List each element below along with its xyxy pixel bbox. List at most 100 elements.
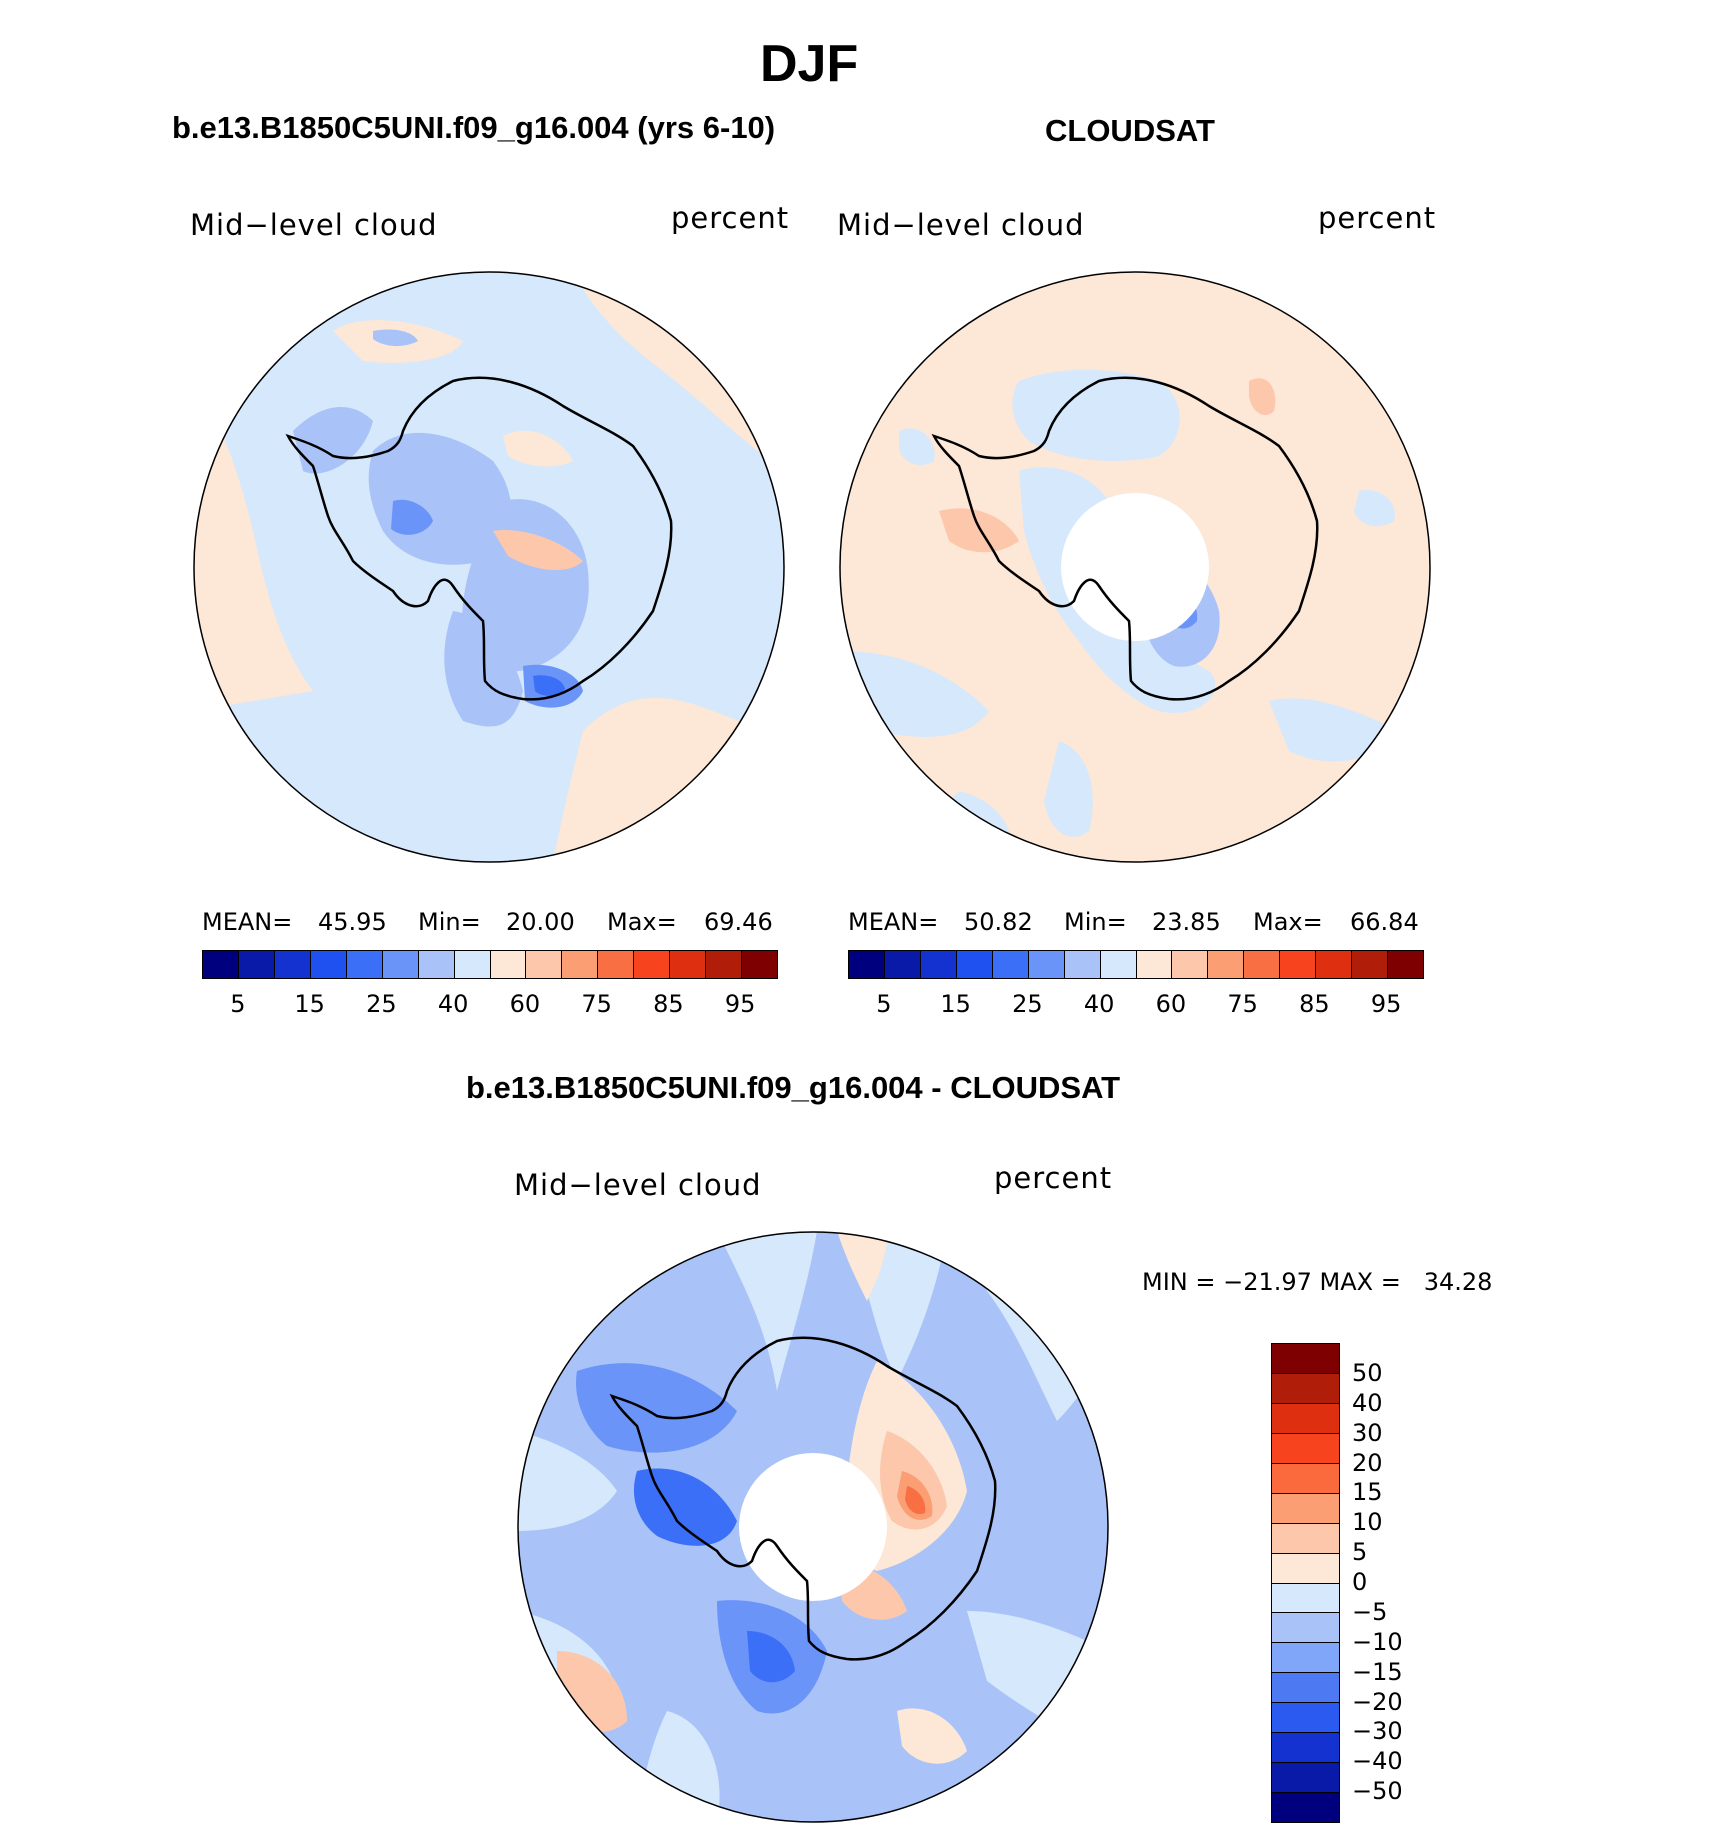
colorbar-swatch — [382, 951, 419, 978]
obs-min-value: 23.85 — [1152, 908, 1221, 936]
colorbar-tick-label: 5 — [1352, 1538, 1368, 1567]
obs-panel-header: CLOUDSAT — [1045, 113, 1215, 148]
colorbar-swatch — [418, 951, 455, 978]
obs-mean-label: MEAN= — [848, 908, 939, 936]
diff-polar-map — [517, 1231, 1109, 1823]
colorbar-tick-label: 85 — [1299, 990, 1330, 1018]
colorbar-swatch — [1316, 951, 1353, 978]
diff-colorbar — [1271, 1343, 1340, 1823]
colorbar-swatch — [1244, 951, 1281, 978]
model-right-label: percent — [671, 201, 790, 235]
colorbar-swatch — [1272, 1403, 1339, 1434]
colorbar-tick-label: −5 — [1352, 1597, 1388, 1626]
colorbar-swatch — [849, 951, 885, 978]
colorbar-tick-label: 40 — [437, 990, 469, 1018]
colorbar-swatch — [1272, 1553, 1339, 1584]
colorbar-swatch — [1064, 951, 1101, 978]
colorbar-tick-label: 15 — [294, 990, 325, 1018]
colorbar-tick-label: 30 — [1352, 1418, 1383, 1447]
colorbar-swatch — [1272, 1463, 1339, 1494]
colorbar-swatch — [346, 951, 383, 978]
colorbar-swatch — [1172, 951, 1209, 978]
colorbar-tick-label: 75 — [1227, 990, 1258, 1018]
colorbar-tick-label: −20 — [1352, 1687, 1403, 1716]
colorbar-tick-label: 60 — [1155, 990, 1187, 1018]
colorbar-swatch — [1280, 951, 1317, 978]
diff-panel-header: b.e13.B1850C5UNI.f09_g16.004 - CLOUDSAT — [466, 1070, 1121, 1105]
colorbar-tick-label: 5 — [230, 990, 246, 1018]
diff-right-label: percent — [994, 1161, 1113, 1195]
colorbar-tick-label: 25 — [366, 990, 397, 1018]
colorbar-swatch — [1272, 1373, 1339, 1404]
colorbar-swatch — [1272, 1763, 1339, 1794]
colorbar-tick-label: −15 — [1352, 1657, 1403, 1686]
colorbar-tick-label: 25 — [1012, 990, 1043, 1018]
colorbar-tick-label: 40 — [1352, 1388, 1383, 1417]
colorbar-swatch — [1272, 1344, 1339, 1374]
obs-max-label: Max= — [1253, 908, 1323, 936]
colorbar-swatch — [670, 951, 707, 978]
obs-right-label: percent — [1318, 201, 1437, 235]
colorbar-swatch — [634, 951, 671, 978]
model-min-value: 20.00 — [506, 908, 575, 936]
colorbar-tick-label: 60 — [509, 990, 541, 1018]
colorbar-swatch — [1272, 1673, 1339, 1704]
colorbar-tick-label: 15 — [1352, 1478, 1383, 1507]
colorbar-swatch — [1272, 1613, 1339, 1644]
colorbar-swatch — [1272, 1703, 1339, 1734]
colorbar-swatch — [992, 951, 1029, 978]
colorbar-swatch — [706, 951, 743, 978]
colorbar-swatch — [1272, 1733, 1339, 1764]
colorbar-swatch — [956, 951, 993, 978]
figure-title: DJF — [760, 35, 859, 93]
diff-left-label: Mid−level cloud — [514, 1168, 762, 1202]
diff-colorbar-ticks: 50 40 30 20 15 10 5 0 −5 −10 −15 −20 −30 −40 −50 — [1352, 1343, 1432, 1821]
obs-min-label: Min= — [1064, 908, 1127, 936]
colorbar-swatch — [1272, 1583, 1339, 1614]
colorbar-swatch — [490, 951, 527, 978]
colorbar-tick-label: −30 — [1352, 1717, 1403, 1746]
colorbar-swatch — [1100, 951, 1137, 978]
colorbar-tick-label: 0 — [1352, 1568, 1368, 1596]
colorbar-swatch — [1388, 951, 1423, 978]
obs-max-value: 66.84 — [1350, 908, 1419, 936]
model-colorbar-ticks: 5 15 25 40 60 75 85 95 — [202, 990, 776, 1020]
model-max-label: Max= — [607, 908, 677, 936]
model-max-value: 69.46 — [704, 908, 773, 936]
colorbar-swatch — [1028, 951, 1065, 978]
colorbar-swatch — [203, 951, 239, 978]
colorbar-swatch — [526, 951, 563, 978]
colorbar-swatch — [274, 951, 311, 978]
model-colorbar — [202, 950, 778, 979]
model-mean-value: 45.95 — [318, 908, 387, 936]
colorbar-tick-label: −40 — [1352, 1747, 1403, 1776]
colorbar-tick-label: 75 — [581, 990, 612, 1018]
colorbar-swatch — [1272, 1493, 1339, 1524]
model-left-label: Mid−level cloud — [190, 208, 438, 242]
colorbar-swatch — [454, 951, 491, 978]
colorbar-swatch — [598, 951, 635, 978]
colorbar-swatch — [1136, 951, 1173, 978]
obs-colorbar — [848, 950, 1424, 979]
colorbar-tick-label: 20 — [1352, 1448, 1383, 1477]
colorbar-swatch — [562, 951, 599, 978]
colorbar-swatch — [742, 951, 777, 978]
colorbar-swatch — [1272, 1793, 1339, 1822]
colorbar-tick-label: 85 — [653, 990, 684, 1018]
colorbar-tick-label: 15 — [940, 990, 971, 1018]
colorbar-swatch — [1272, 1643, 1339, 1674]
colorbar-tick-label: −10 — [1352, 1627, 1403, 1656]
colorbar-tick-label: 50 — [1352, 1358, 1383, 1387]
model-mean-label: MEAN= — [202, 908, 293, 936]
colorbar-tick-label: 10 — [1352, 1508, 1383, 1537]
colorbar-swatch — [920, 951, 957, 978]
colorbar-swatch — [310, 951, 347, 978]
colorbar-swatch — [884, 951, 921, 978]
colorbar-tick-label: 95 — [724, 990, 756, 1018]
diff-minmax-label: MIN = −21.97 MAX = 34.28 — [1142, 1268, 1493, 1296]
colorbar-swatch — [1272, 1523, 1339, 1554]
colorbar-swatch — [1272, 1433, 1339, 1464]
colorbar-tick-label: 40 — [1083, 990, 1115, 1018]
obs-mean-value: 50.82 — [964, 908, 1033, 936]
colorbar-swatch — [238, 951, 275, 978]
